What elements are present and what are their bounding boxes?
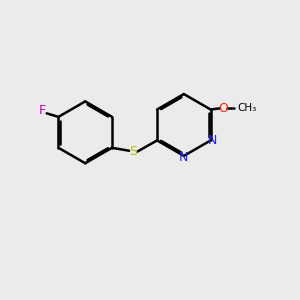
Text: S: S [129,145,137,158]
Text: O: O [218,101,228,115]
Text: CH₃: CH₃ [238,103,257,113]
Text: N: N [179,151,188,164]
Text: N: N [207,134,217,147]
Text: F: F [39,104,46,118]
